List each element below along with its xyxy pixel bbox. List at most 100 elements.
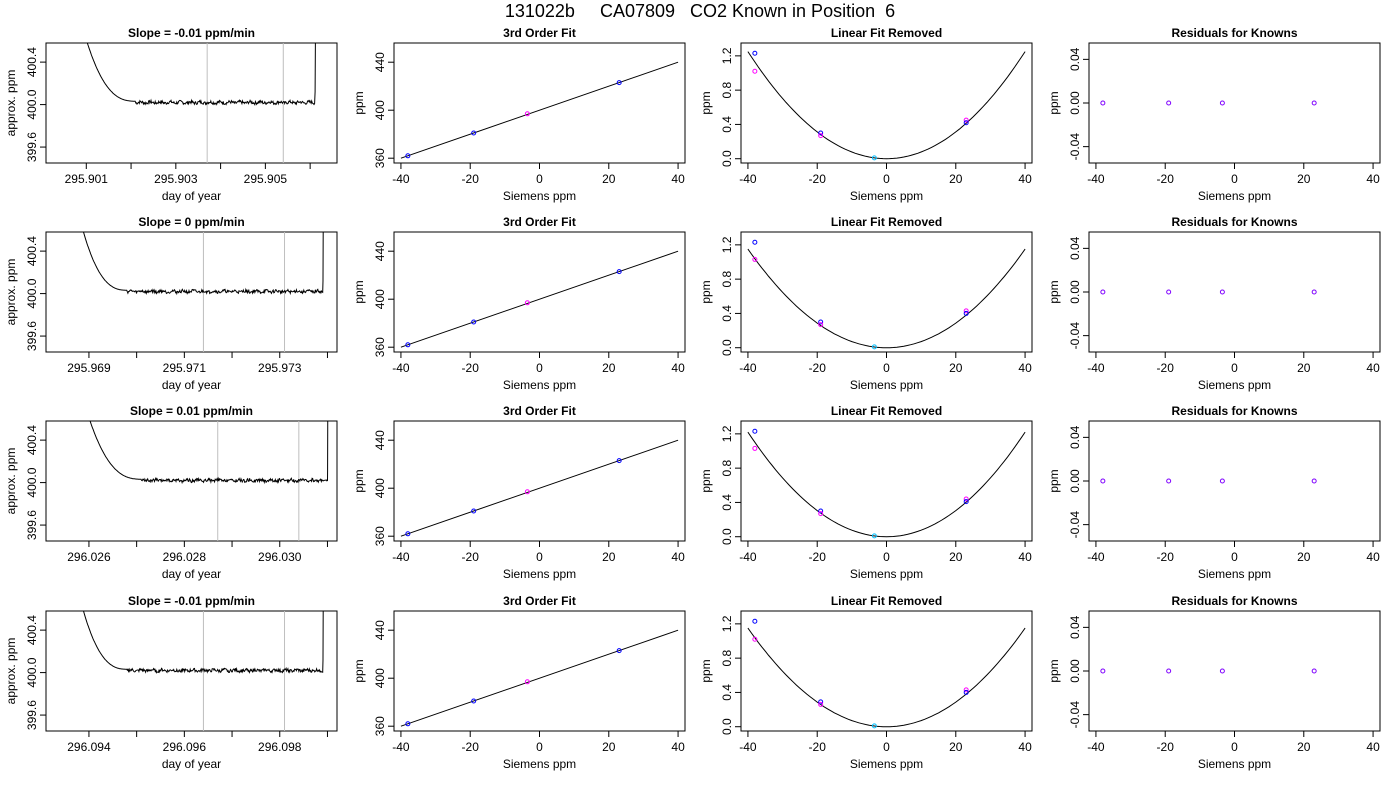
x-tick-label: 40 (671, 550, 685, 564)
data-point (963, 689, 969, 695)
x-axis-label: Siemens ppm (850, 567, 923, 581)
plot-area (747, 239, 1026, 350)
y-tick-label: 1.2 (720, 47, 734, 64)
plot-frame (1088, 231, 1381, 353)
data-point (524, 679, 530, 685)
y-tick-label: 400.4 (25, 236, 39, 266)
x-tick-label: -40 (739, 550, 757, 564)
x-axis-label: Siemens ppm (1198, 567, 1271, 581)
y-tick-label: 0.04 (1068, 236, 1082, 260)
y-tick-label: 360 (373, 337, 387, 357)
data-point (524, 489, 530, 495)
x-tick-label: 0 (1231, 740, 1238, 754)
x-tick-label: 20 (1297, 550, 1311, 564)
plot-area (747, 50, 1026, 161)
panel-3-3: Linear Fit Removed -40 -20 0 20 40 0.0 0.4 0.8 1.… (699, 404, 1033, 581)
data-point (1219, 478, 1225, 484)
data-point (1100, 668, 1106, 674)
y-axis-label: ppm (1047, 469, 1061, 492)
x-tick-label: -20 (809, 740, 827, 754)
x-tick-label: -40 (1087, 172, 1105, 186)
y-tick-label: 400.0 (25, 89, 39, 119)
data-point (616, 458, 622, 464)
panel-title: Slope = 0.01 ppm/min (130, 404, 253, 418)
page-title: 131022b CA07809 CO2 Known in Position 6 (504, 1, 896, 21)
plot-area (82, 232, 324, 352)
y-tick-label: 400 (373, 100, 387, 120)
y-axis-label: ppm (699, 91, 713, 114)
fit-line (400, 629, 679, 727)
plot-area (89, 421, 329, 541)
x-tick-label: 40 (1018, 172, 1032, 186)
panel-4-3: Linear Fit Removed -40 -20 0 20 40 0.0 0.4 0.8 1.… (699, 594, 1033, 771)
x-tick-label: 20 (602, 740, 616, 754)
x-tick-label: 20 (949, 740, 963, 754)
y-tick-label: 360 (373, 148, 387, 168)
x-tick-label: -40 (739, 172, 757, 186)
y-tick-label: 400 (373, 289, 387, 309)
x-tick-label: 40 (1018, 361, 1032, 375)
data-point (752, 68, 758, 74)
panel-4-1: Slope = -0.01 ppm/min 296.094 296.096 296.0… (4, 594, 338, 771)
plot-area (400, 629, 679, 727)
y-tick-label: 400.4 (25, 47, 39, 77)
data-point (871, 533, 877, 539)
data-point (871, 723, 877, 729)
x-tick-label: 0 (883, 361, 890, 375)
y-tick-label: -0.04 (1068, 701, 1082, 729)
x-axis-label: day of year (162, 567, 221, 581)
plot-frame (740, 610, 1033, 732)
x-tick-label: 0 (536, 361, 543, 375)
x-tick-label: 20 (949, 172, 963, 186)
y-tick-label: 440 (373, 241, 387, 261)
panel-title: 3rd Order Fit (503, 594, 576, 608)
plot-frame (740, 42, 1033, 164)
x-tick-label: 0 (883, 550, 890, 564)
plot-area (86, 43, 316, 163)
y-tick-label: 400.0 (25, 467, 39, 497)
data-point (818, 508, 824, 514)
data-point (471, 508, 477, 514)
x-axis-label: Siemens ppm (850, 189, 923, 203)
data-point (752, 636, 758, 642)
x-axis-label: Siemens ppm (1198, 189, 1271, 203)
x-tick-label: 295.901 (65, 172, 109, 186)
data-point (818, 511, 824, 517)
x-tick-label: 40 (671, 740, 685, 754)
x-axis-label: day of year (162, 189, 221, 203)
x-tick-label: 40 (1366, 172, 1380, 186)
y-tick-label: 0.0 (720, 718, 734, 735)
plot-area (1100, 289, 1317, 295)
panel-title: 3rd Order Fit (503, 215, 576, 229)
data-point (1311, 100, 1317, 106)
x-axis-label: Siemens ppm (503, 567, 576, 581)
y-tick-label: 400.0 (25, 278, 39, 308)
data-point (871, 344, 877, 350)
data-point (1166, 100, 1172, 106)
y-tick-label: 440 (373, 620, 387, 640)
x-tick-label: 20 (949, 550, 963, 564)
panel-2-2: 3rd Order Fit -40 -20 0 20 40 360 400 440 Siemens… (352, 215, 686, 392)
x-tick-label: 20 (949, 361, 963, 375)
y-tick-label: 0.4 (720, 305, 734, 322)
x-tick-label: -40 (1087, 361, 1105, 375)
y-tick-label: 0.0 (720, 339, 734, 356)
x-tick-label: 0 (1231, 550, 1238, 564)
x-axis-label: day of year (162, 757, 221, 771)
series-line (82, 232, 324, 296)
data-point (524, 111, 530, 117)
y-tick-label: 400.0 (25, 657, 39, 687)
plot-frame (740, 231, 1033, 353)
plot-area (400, 439, 679, 537)
y-tick-label: 0.00 (1068, 469, 1082, 493)
x-axis-label: Siemens ppm (503, 189, 576, 203)
data-point (818, 322, 824, 328)
x-tick-label: 295.971 (163, 361, 207, 375)
x-axis-label: Siemens ppm (850, 378, 923, 392)
plot-frame (45, 610, 338, 732)
x-tick-label: -40 (392, 361, 410, 375)
data-point (1166, 289, 1172, 295)
y-tick-label: 399.6 (25, 132, 39, 162)
fit-curve (747, 248, 1026, 349)
